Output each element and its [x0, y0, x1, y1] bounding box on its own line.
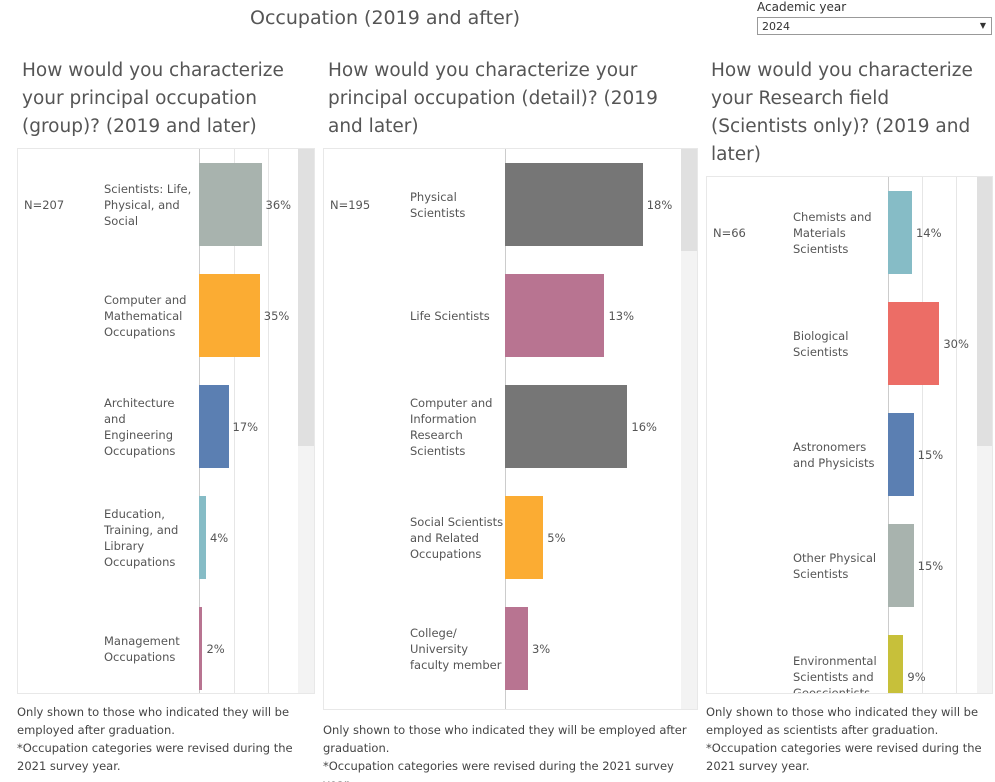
value-label: 36%: [265, 197, 292, 212]
value-label: 5%: [547, 530, 566, 545]
footnotes: Only shown to those who indicated they w…: [17, 703, 305, 775]
bar: [199, 274, 260, 357]
footnote: Only shown to those who indicated they w…: [323, 723, 687, 755]
bar: [888, 191, 912, 274]
year-dropdown[interactable]: 2024 ▼: [757, 17, 992, 35]
value-label: 17%: [232, 419, 259, 434]
bar: [199, 385, 229, 468]
chart-panel: N=207 Scientists: Life, Physical, and Soc…: [17, 148, 315, 694]
value-label: 13%: [608, 308, 635, 323]
bar: [888, 413, 914, 496]
value-label: 2%: [206, 641, 225, 656]
value-label: 15%: [917, 558, 944, 573]
footnotes: Only shown to those who indicated they w…: [706, 703, 986, 775]
category-label: Chemists and Materials Scientists: [793, 209, 872, 256]
value-label: 9%: [907, 669, 926, 684]
category-label: Astronomers and Physicists: [793, 439, 875, 470]
grid-line: [922, 177, 924, 693]
footnote: Only shown to those who indicated they w…: [706, 705, 979, 737]
n-label: N=195: [330, 197, 371, 212]
category-label: Life Scientists: [410, 308, 490, 323]
bar: [199, 607, 203, 690]
footnote: Only shown to those who indicated they w…: [17, 705, 290, 737]
bar: [888, 635, 904, 693]
bar: [888, 524, 914, 607]
bar: [888, 302, 940, 385]
panel-title: How would you characterize your principa…: [328, 60, 658, 137]
footnote: *Occupation categories were revised duri…: [323, 759, 674, 782]
dropdown-arrow[interactable]: ▼: [979, 21, 986, 30]
grid-line: [268, 149, 270, 693]
category-label: Education, Training, and Library Occupat…: [104, 506, 179, 569]
panel-title: How would you characterize your Research…: [711, 60, 973, 165]
chart-panel: N=66 Chemists and Materials Scientists 14%…: [706, 176, 993, 694]
category-label: College/ University faculty member: [410, 625, 502, 672]
scrollbar-thumb: [681, 149, 697, 251]
grid-line: [956, 177, 958, 693]
bar: [505, 385, 628, 468]
dropdown-value: 2024: [762, 20, 790, 33]
category-label: Social Scientists and Related Occupation…: [410, 514, 504, 561]
scrollbar: [681, 149, 697, 709]
bar: [505, 607, 528, 690]
value-label: 16%: [631, 419, 657, 434]
value-label: 30%: [943, 336, 969, 351]
grid-line: [233, 149, 235, 693]
bar: [505, 496, 544, 579]
value-label: 4%: [209, 530, 229, 545]
value-label: 35%: [263, 308, 290, 323]
value-label: 15%: [917, 447, 944, 462]
dashboard-title: Occupation (2019 and after): [250, 7, 520, 29]
chart-panel: N=195 Physical Scientists 18% Life Scientis…: [323, 148, 698, 710]
value-label: 3%: [531, 641, 551, 656]
category-label: Other Physical Scientists: [793, 550, 877, 581]
category-label: Biological Scientists: [793, 328, 849, 359]
footnote: *Occupation categories were revised duri…: [706, 741, 982, 773]
panel-title: How would you characterize your principa…: [22, 60, 284, 137]
bar: [505, 274, 605, 357]
footnote: *Occupation categories were revised duri…: [17, 741, 293, 773]
category-label: Management Occupations: [104, 633, 180, 664]
bar: [505, 163, 643, 246]
n-label: N=207: [24, 197, 65, 212]
bar: [199, 163, 262, 246]
bar: [199, 496, 206, 579]
footnotes: Only shown to those who indicated they w…: [323, 721, 703, 782]
scrollbar-thumb: [977, 177, 992, 446]
category-label: Computer and Information Research Scient…: [410, 395, 493, 458]
scrollbar-thumb: [298, 149, 314, 446]
category-label: Environmental Scientists and Geoscientis…: [793, 653, 877, 694]
category-label: Scientists: Life, Physical, and Social: [104, 181, 192, 228]
value-label: 14%: [915, 225, 942, 240]
category-label: Architecture and Engineering Occupations: [104, 395, 176, 458]
filter-label: Academic year: [757, 0, 847, 14]
category-label: Physical Scientists: [410, 189, 466, 220]
n-label: N=66: [713, 225, 746, 240]
category-label: Computer and Mathematical Occupations: [104, 292, 187, 339]
value-label: 18%: [646, 197, 673, 212]
